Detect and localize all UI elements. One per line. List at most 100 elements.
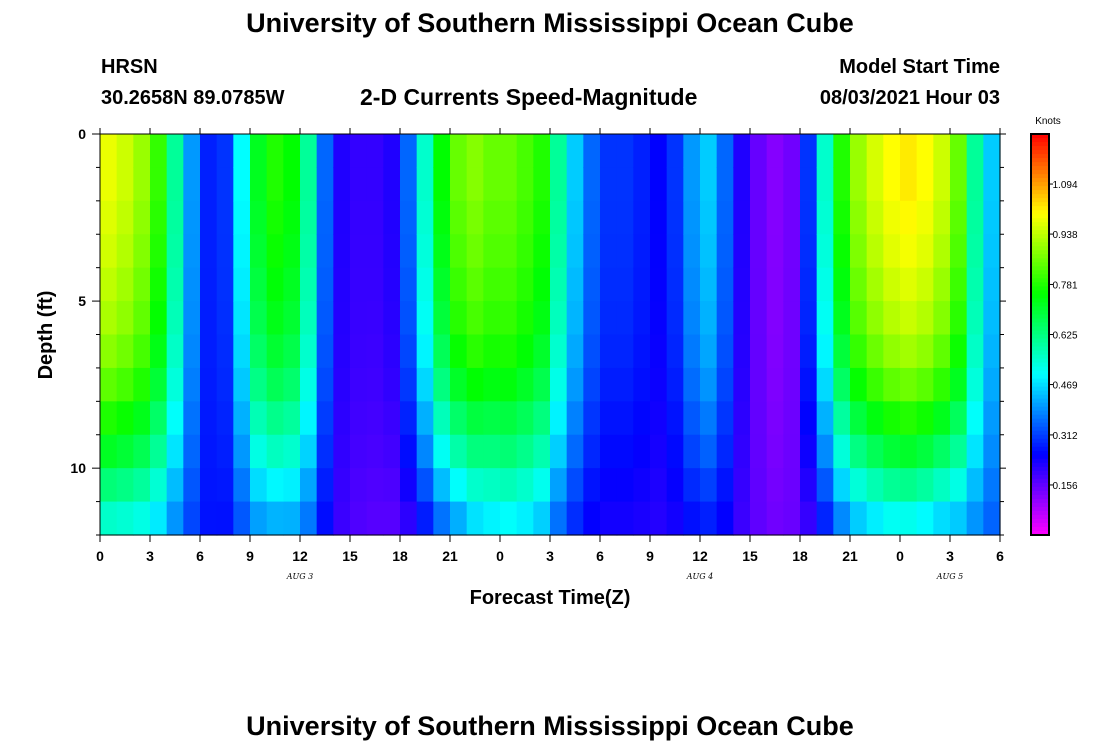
heatmap-cell — [950, 401, 968, 436]
heatmap-cell — [150, 334, 168, 369]
y-axis: 0 5 10 — [70, 126, 1006, 536]
footer-title: University of Southern Mississippi Ocean… — [246, 711, 854, 741]
heatmap-cell — [116, 134, 134, 169]
heatmap-cell — [666, 167, 684, 202]
heatmap-cell — [233, 301, 251, 336]
heatmap-cell — [616, 334, 634, 369]
heatmap-cell — [683, 134, 701, 169]
heatmap-cell — [666, 334, 684, 369]
heatmap-cell — [766, 468, 784, 503]
colorbar-segment — [1031, 398, 1049, 404]
heatmap-cell — [616, 468, 634, 503]
heatmap-cell — [733, 434, 751, 469]
heatmap-cell — [300, 434, 318, 469]
heatmap-cell — [316, 334, 334, 369]
heatmap-cell — [700, 468, 718, 503]
heatmap-cell — [550, 367, 568, 402]
heatmap-cell — [300, 334, 318, 369]
heatmap-cell — [716, 267, 734, 302]
heatmap-cell — [233, 367, 251, 402]
heatmap-cell — [400, 267, 418, 302]
heatmap-cell — [333, 134, 351, 169]
heatmap-cell — [466, 200, 484, 235]
heatmap-cell — [550, 434, 568, 469]
heatmap-cell — [133, 134, 151, 169]
heatmap-cell — [666, 200, 684, 235]
heatmap-cell — [850, 501, 868, 536]
heatmap-cell — [450, 134, 468, 169]
heatmap-cell — [933, 301, 951, 336]
heatmap-cell — [433, 334, 451, 369]
heatmap-cell — [916, 501, 934, 536]
heatmap-cell — [550, 267, 568, 302]
heatmap-cell — [350, 434, 368, 469]
colorbar-segment — [1031, 310, 1049, 316]
colorbar-segment — [1031, 154, 1049, 159]
heatmap-cell — [400, 468, 418, 503]
colorbar-segment — [1031, 266, 1049, 271]
heatmap-cell — [733, 200, 751, 235]
colorbar-segment — [1031, 322, 1049, 328]
heatmap-cell — [633, 200, 651, 235]
heatmap-cell — [150, 367, 168, 402]
heatmap-cell — [683, 200, 701, 235]
heatmap-cell — [483, 468, 501, 503]
colorbar-tick-label: 0.938 — [1052, 230, 1077, 241]
heatmap-cell — [633, 434, 651, 469]
heatmap-cell — [633, 267, 651, 302]
heatmap-cell — [250, 134, 268, 169]
heatmap-cell — [983, 401, 1001, 436]
heatmap-cell — [583, 334, 601, 369]
heatmap-cell — [400, 434, 418, 469]
colorbar-segment — [1031, 414, 1049, 420]
heatmap-cell — [366, 334, 384, 369]
heatmap-cell — [800, 134, 818, 169]
heatmap-cell — [166, 267, 184, 302]
heatmap-cell — [433, 468, 451, 503]
colorbar-segment — [1031, 522, 1049, 528]
heatmap-cell — [216, 367, 234, 402]
colorbar-tick-label: 1.094 — [1052, 180, 1077, 191]
heatmap-cell — [533, 334, 551, 369]
heatmap-cell — [550, 234, 568, 269]
heatmap-cell — [766, 167, 784, 202]
colorbar-segment — [1031, 294, 1049, 300]
heatmap-cell — [200, 234, 218, 269]
heatmap-cell — [266, 434, 284, 469]
heatmap-cell — [783, 468, 801, 503]
heatmap-cell — [633, 468, 651, 503]
heatmap-cell — [733, 267, 751, 302]
heatmap-cell — [716, 301, 734, 336]
heatmap-cell — [216, 200, 234, 235]
heatmap-cell — [300, 200, 318, 235]
heatmap-cell — [533, 301, 551, 336]
colorbar-segment — [1031, 210, 1049, 215]
x-tick-label: 6 — [996, 548, 1004, 564]
heatmap-cell — [283, 167, 301, 202]
heatmap-cell — [383, 167, 401, 202]
heatmap-cell — [316, 134, 334, 169]
heatmap-cell — [350, 301, 368, 336]
heatmap-cell — [783, 234, 801, 269]
heatmap-cell — [750, 434, 768, 469]
heatmap-cell — [766, 434, 784, 469]
heatmap-cell — [816, 267, 834, 302]
heatmap-cell — [583, 200, 601, 235]
heatmap-cell — [283, 367, 301, 402]
heatmap-cell — [566, 167, 584, 202]
heatmap-cell — [550, 468, 568, 503]
heatmap-cell — [983, 167, 1001, 202]
colorbar-segment — [1031, 382, 1049, 388]
heatmap-cell — [450, 501, 468, 536]
model-start-label: Model Start Time — [839, 56, 1000, 78]
colorbar-segment — [1031, 222, 1049, 227]
heatmap-cell — [200, 367, 218, 402]
heatmap-cell — [950, 267, 968, 302]
heatmap-cell — [483, 434, 501, 469]
heatmap-cell — [766, 334, 784, 369]
heatmap-cell — [450, 401, 468, 436]
x-tick-label: 12 — [692, 548, 708, 564]
colorbar-segment — [1031, 374, 1049, 380]
heatmap-cell — [266, 334, 284, 369]
heatmap-cell — [633, 134, 651, 169]
